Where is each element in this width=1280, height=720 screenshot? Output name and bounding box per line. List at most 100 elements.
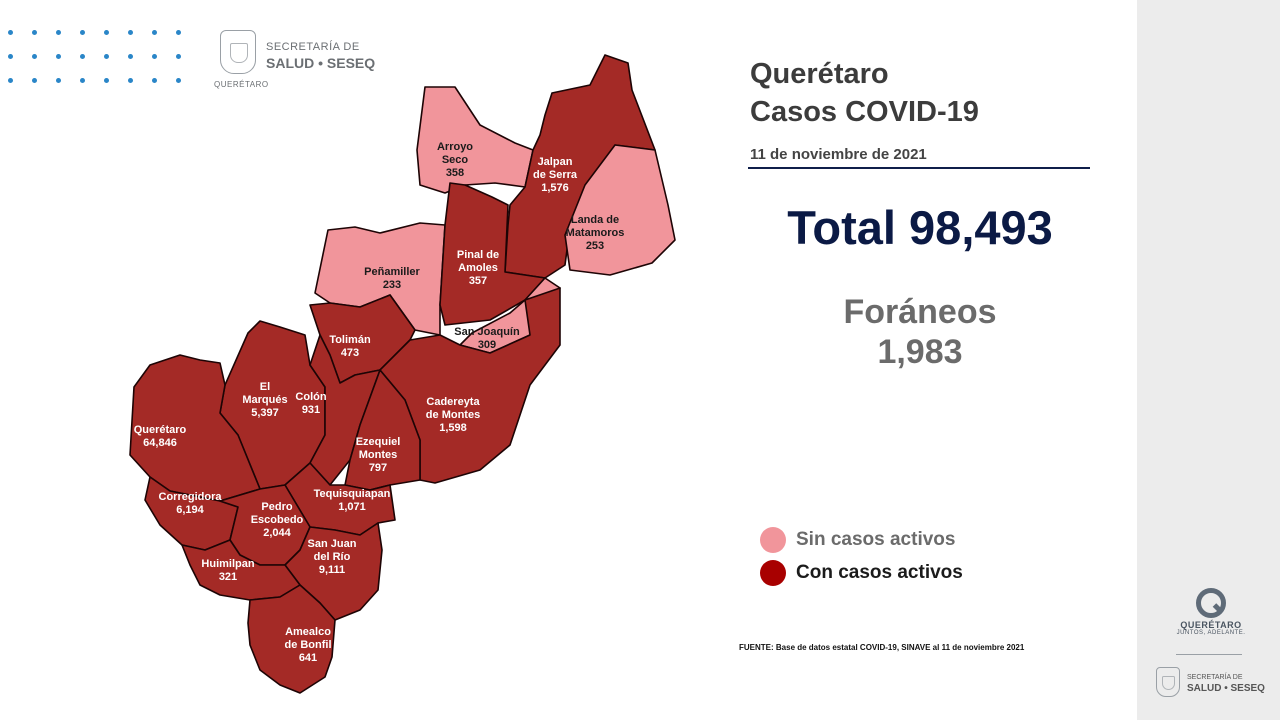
dot <box>104 54 109 59</box>
legend-swatch-active <box>760 560 786 586</box>
title-line1: Querétaro <box>750 58 889 90</box>
foreign-label: Foráneos <box>843 293 997 331</box>
municipality-name: Cadereyta <box>426 396 480 408</box>
municipality-cases: 797 <box>369 462 387 474</box>
municipality-cases: 6,194 <box>176 504 204 516</box>
label-corregidora: Corregidora 6,194 <box>159 491 223 516</box>
municipality-cases: 309 <box>478 339 496 351</box>
municipality-cases: 473 <box>341 347 359 359</box>
queretaro-logo-slogan: JUNTOS, ADELANTE. <box>1176 630 1246 636</box>
municipality-name: San Joaquín <box>454 326 520 338</box>
municipality-name: Huimilpan <box>201 558 254 570</box>
label-tequisquiapan: Tequisquiapan 1,071 <box>314 488 391 513</box>
foreign-cases: Foráneos 1,983 <box>760 292 1080 372</box>
dot <box>104 78 109 83</box>
dot <box>104 30 109 35</box>
queretaro-logo: QUERÉTARO JUNTOS, ADELANTE. <box>1170 588 1252 636</box>
municipality-cases: 2,044 <box>263 527 291 539</box>
municipality-cases: 321 <box>219 571 237 583</box>
dot <box>56 54 61 59</box>
queretaro-logo-name: QUERÉTARO <box>1180 620 1242 630</box>
municipality-name: Corregidora <box>159 491 223 503</box>
seseq-logo-footer: SECRETARÍA DE SALUD • SESEQ <box>1155 667 1270 707</box>
title-line2: Casos COVID-19 <box>750 96 979 128</box>
municipality-name: Tequisquiapan <box>314 488 391 500</box>
q-logo-icon <box>1196 588 1226 618</box>
region-jalpan-de-serra <box>504 54 656 279</box>
dot <box>128 30 133 35</box>
label-ezequiel-montes: Ezequiel Montes 797 <box>356 436 401 474</box>
municipality-cases: 5,397 <box>251 407 279 419</box>
label-penamiller: Peñamiller 233 <box>364 266 420 291</box>
municipality-name: Arroyo <box>437 141 473 153</box>
dot <box>176 78 181 83</box>
dot <box>8 54 13 59</box>
label-colon: Colón 931 <box>295 391 326 416</box>
municipality-name: de Serra <box>533 169 578 181</box>
footer-seseq-line1: SECRETARÍA DE <box>1187 674 1243 681</box>
date-divider <box>748 167 1090 169</box>
label-amealco-de-bonfil: Amealco de Bonfil 641 <box>284 626 331 664</box>
municipality-name: Montes <box>359 449 398 461</box>
dot <box>56 78 61 83</box>
municipality-name: Landa de <box>571 214 619 226</box>
state-seal-small-icon <box>1156 667 1180 697</box>
municipality-name: Escobedo <box>251 514 304 526</box>
region-ezequiel-montes <box>344 369 421 491</box>
logo-line2: SALUD • SESEQ <box>266 55 376 71</box>
municipality-cases: 1,071 <box>338 501 366 513</box>
legend-label-inactive: Sin casos activos <box>796 529 956 550</box>
municipality-name: del Río <box>314 551 351 563</box>
label-landa-de-matamoros: Landa de Matamoros 253 <box>566 214 625 252</box>
page-title: Querétaro Casos COVID-19 <box>750 55 979 131</box>
logo-line1: SECRETARÍA DE <box>266 41 360 53</box>
logo-line3: QUERÉTARO <box>214 80 269 89</box>
dot <box>176 54 181 59</box>
municipality-name: Tolimán <box>329 334 371 346</box>
municipality-cases: 641 <box>299 652 317 664</box>
municipality-name: Marqués <box>242 394 287 406</box>
municipality-name: de Bonfil <box>284 639 331 651</box>
dot <box>32 54 37 59</box>
dot <box>32 78 37 83</box>
label-toliman: Tolimán 473 <box>329 334 371 359</box>
municipality-name: San Juan <box>308 538 357 550</box>
total-cases: Total 98,493 <box>787 201 1053 254</box>
municipality-name: Colón <box>295 391 326 403</box>
municipality-name: Amoles <box>458 262 498 274</box>
dot <box>8 78 13 83</box>
municipality-name: Querétaro <box>134 424 187 436</box>
legend-swatch-inactive <box>760 527 786 553</box>
label-pedro-escobedo: Pedro Escobedo 2,044 <box>251 501 304 539</box>
queretaro-municipal-map: Arroyo Seco 358 Jalpan de Serra 1,576 Landa de… <box>129 54 676 694</box>
label-huimilpan: Huimilpan 321 <box>201 558 254 583</box>
footer-divider <box>1176 654 1242 655</box>
label-el-marques: El Marqués 5,397 <box>242 381 287 419</box>
dot <box>128 54 133 59</box>
dot <box>80 54 85 59</box>
dot <box>32 30 37 35</box>
dot <box>152 78 157 83</box>
municipality-name: de Montes <box>426 409 480 421</box>
municipality-name: Pedro <box>261 501 292 513</box>
foreign-value: 1,983 <box>877 333 963 371</box>
municipality-cases: 357 <box>469 275 487 287</box>
dot <box>128 78 133 83</box>
municipality-cases: 358 <box>446 167 464 179</box>
region-arroyo-seco <box>416 86 534 194</box>
dot <box>152 54 157 59</box>
municipality-name: Ezequiel <box>356 436 401 448</box>
dot <box>80 30 85 35</box>
municipality-cases: 1,598 <box>439 422 467 434</box>
dot <box>56 30 61 35</box>
dot <box>80 78 85 83</box>
source-note: FUENTE: Base de datos estatal COVID-19, … <box>739 643 1025 652</box>
region-landa-de-matamoros <box>564 144 676 276</box>
municipality-cases: 253 <box>586 240 604 252</box>
municipality-name: Pinal de <box>457 249 499 261</box>
label-jalpan-de-serra: Jalpan de Serra 1,576 <box>533 156 578 194</box>
label-san-juan-del-rio: San Juan del Río 9,111 <box>308 538 357 576</box>
seseq-logo-header: SECRETARÍA DE SALUD • SESEQ QUERÉTARO <box>214 28 398 92</box>
municipality-cases: 1,576 <box>541 182 569 194</box>
legend-label-active: Con casos activos <box>796 562 963 583</box>
